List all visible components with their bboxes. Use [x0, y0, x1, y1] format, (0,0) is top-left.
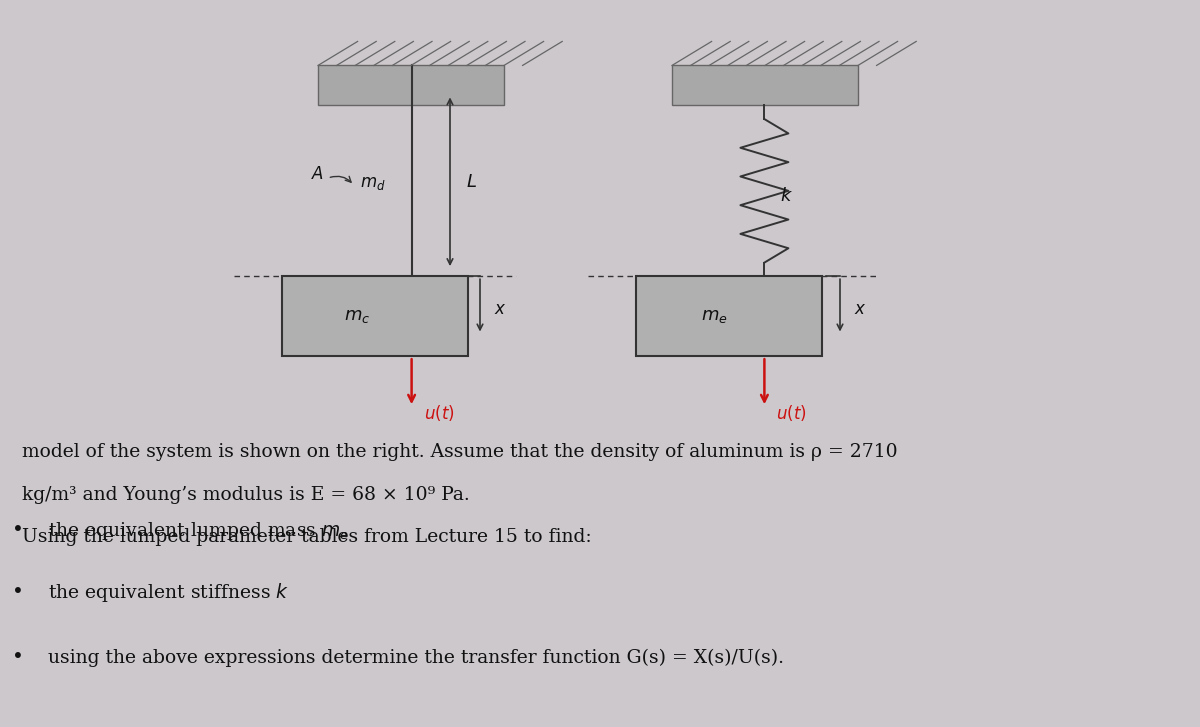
Bar — [318, 65, 504, 105]
Text: $L$: $L$ — [466, 173, 476, 190]
Text: •: • — [12, 521, 24, 540]
Bar — [636, 276, 822, 356]
Text: $u(t)$: $u(t)$ — [424, 403, 455, 424]
Text: the equivalent lumped mass $m_e$: the equivalent lumped mass $m_e$ — [48, 520, 349, 542]
Bar — [282, 276, 468, 356]
Text: $x$: $x$ — [494, 300, 506, 318]
Text: $m_e$: $m_e$ — [701, 308, 727, 325]
Text: •: • — [12, 583, 24, 602]
Text: $u(t)$: $u(t)$ — [776, 403, 808, 424]
Text: $k$: $k$ — [780, 188, 793, 205]
Text: $A$: $A$ — [311, 166, 324, 183]
Bar — [672, 65, 858, 105]
Text: Using the lumped parameter tables from Lecture 15 to find:: Using the lumped parameter tables from L… — [22, 528, 592, 546]
Text: $m_c$: $m_c$ — [344, 308, 371, 325]
Text: $m_d$: $m_d$ — [360, 174, 385, 192]
Text: using the above expressions determine the transfer function G(s) = X(s)/U(s).: using the above expressions determine th… — [48, 648, 784, 667]
Text: kg/m³ and Young’s modulus is E = 68 × 10⁹ Pa.: kg/m³ and Young’s modulus is E = 68 × 10… — [22, 486, 469, 504]
Text: •: • — [12, 648, 24, 667]
Text: $x$: $x$ — [854, 300, 866, 318]
Text: the equivalent stiffness $k$: the equivalent stiffness $k$ — [48, 581, 289, 604]
Text: model of the system is shown on the right. Assume that the density of aluminum i: model of the system is shown on the righ… — [22, 443, 898, 462]
